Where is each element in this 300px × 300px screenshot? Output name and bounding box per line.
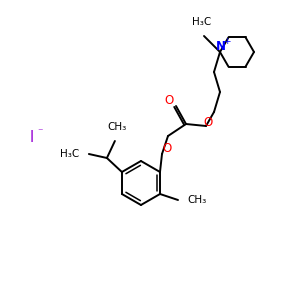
Text: CH₃: CH₃ (187, 195, 206, 205)
Text: +: + (223, 38, 231, 46)
Text: CH₃: CH₃ (107, 122, 127, 132)
Text: O: O (203, 116, 213, 130)
Text: ⁻: ⁻ (37, 127, 43, 137)
Text: H₃C: H₃C (192, 17, 212, 27)
Text: H₃C: H₃C (60, 149, 79, 159)
Text: N: N (216, 40, 226, 53)
Text: O: O (162, 142, 172, 155)
Text: I: I (30, 130, 34, 146)
Text: O: O (164, 94, 174, 107)
